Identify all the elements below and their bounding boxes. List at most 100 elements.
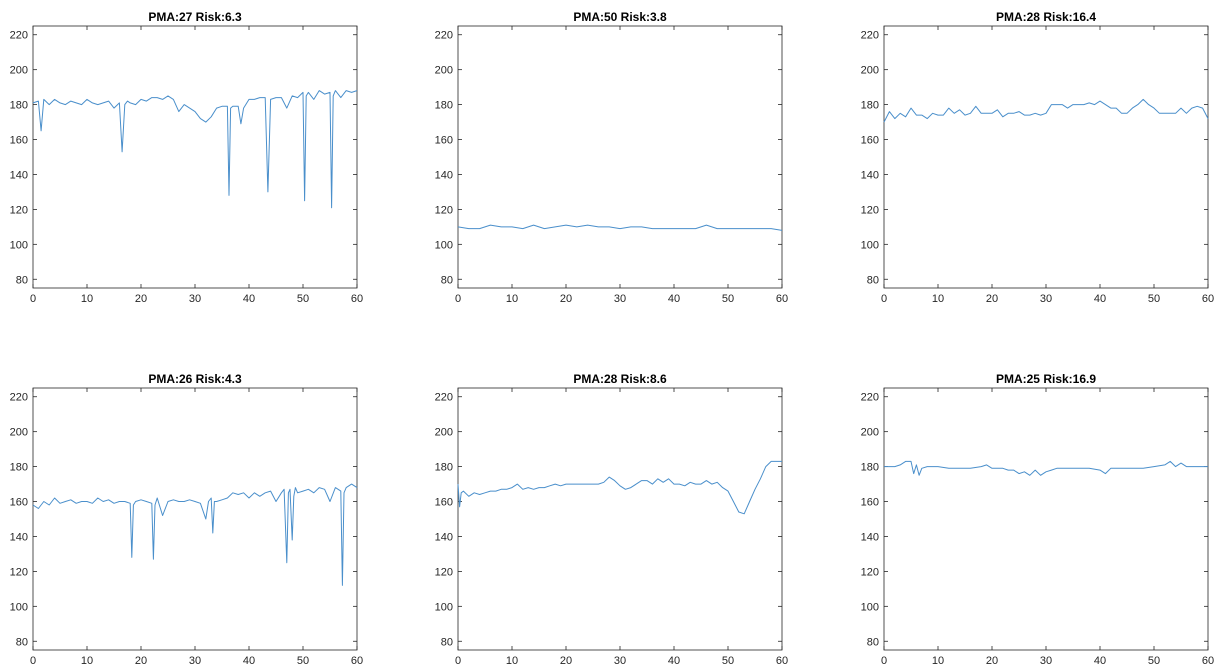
y-tick-label: 200	[435, 427, 453, 439]
y-tick-label: 80	[867, 274, 879, 286]
y-tick-label: 180	[10, 462, 28, 474]
y-tick-label: 220	[10, 30, 28, 42]
y-tick-label: 120	[861, 204, 879, 216]
y-tick-label: 160	[10, 135, 28, 147]
x-tick-label: 40	[668, 293, 680, 305]
series-line-1	[884, 460, 1208, 476]
x-tick-label: 60	[1202, 655, 1214, 667]
x-tick-label: 60	[1202, 293, 1214, 305]
y-tick-label: 200	[861, 427, 879, 439]
x-tick-label: 50	[1148, 655, 1160, 667]
x-tick-label: 10	[506, 293, 518, 305]
y-tick-label: 120	[435, 566, 453, 578]
x-tick-label: 50	[1148, 293, 1160, 305]
y-tick-label: 120	[10, 566, 28, 578]
x-tick-label: 10	[932, 655, 944, 667]
x-tick-label: 60	[351, 655, 363, 667]
y-tick-label: 100	[435, 239, 453, 251]
x-tick-label: 0	[30, 293, 36, 305]
subplot-5: PMA:28 Risk:8.6 80 100 120 140 160 180 200 220 0 1…	[435, 372, 788, 667]
x-tick-label: 20	[560, 655, 572, 667]
y-tick-label: 160	[435, 497, 453, 509]
y-tick-label: 180	[861, 100, 879, 112]
plot-area	[32, 25, 358, 289]
x-tick-label: 40	[1094, 293, 1106, 305]
y-tick-label: 160	[10, 497, 28, 509]
x-tick-label: 50	[722, 293, 734, 305]
y-tick-label: 100	[861, 601, 879, 613]
y-tick-label: 80	[16, 636, 28, 648]
y-tick-label: 120	[861, 566, 879, 578]
x-tick-label: 10	[81, 655, 93, 667]
plot-area	[457, 25, 783, 289]
series-line-1	[457, 460, 782, 515]
plot-title: PMA:25 Risk:16.9	[996, 372, 1096, 386]
plot-title: PMA:26 Risk:4.3	[148, 372, 242, 386]
y-tick-label: 140	[861, 169, 879, 181]
x-tick-label: 0	[30, 655, 36, 667]
x-tick-label: 20	[135, 293, 147, 305]
subplot-6: PMA:25 Risk:16.9 80 100 120 140 160 180 200 220 0…	[861, 372, 1214, 667]
y-tick-label: 200	[435, 65, 453, 77]
x-tick-label: 30	[1040, 293, 1052, 305]
x-tick-label: 0	[455, 655, 461, 667]
y-tick-label: 140	[435, 531, 453, 543]
x-tick-label: 0	[881, 293, 887, 305]
y-tick-label: 140	[435, 169, 453, 181]
y-tick-label: 180	[435, 462, 453, 474]
x-tick-label: 40	[243, 655, 255, 667]
x-tick-label: 50	[297, 293, 309, 305]
x-tick-label: 30	[1040, 655, 1052, 667]
x-tick-label: 20	[560, 293, 572, 305]
y-tick-label: 140	[10, 169, 28, 181]
x-tick-label: 20	[135, 655, 147, 667]
x-tick-label: 40	[1094, 655, 1106, 667]
y-tick-label: 200	[861, 65, 879, 77]
y-tick-label: 80	[867, 636, 879, 648]
plot-title: PMA:28 Risk:16.4	[996, 10, 1096, 24]
x-tick-label: 20	[986, 655, 998, 667]
x-tick-label: 40	[243, 293, 255, 305]
y-tick-label: 100	[10, 239, 28, 251]
y-tick-label: 220	[435, 392, 453, 404]
plot-title: PMA:28 Risk:8.6	[573, 372, 667, 386]
y-tick-label: 220	[861, 30, 879, 42]
x-tick-label: 0	[881, 655, 887, 667]
subplot-4: PMA:26 Risk:4.3 80 100 120 140 160 180 200 220 0 1…	[10, 372, 363, 667]
x-tick-label: 60	[776, 293, 788, 305]
x-tick-label: 60	[351, 293, 363, 305]
y-tick-label: 120	[10, 204, 28, 216]
x-tick-label: 10	[932, 293, 944, 305]
x-tick-label: 60	[776, 655, 788, 667]
y-tick-label: 200	[10, 427, 28, 439]
series-line-1	[32, 483, 358, 586]
x-tick-label: 50	[297, 655, 309, 667]
series-line-1	[883, 98, 1209, 123]
subplot-1: PMA:27 Risk:6.3 80 100 120 140 160 180 200 220 0 1…	[10, 10, 363, 305]
y-tick-label: 80	[441, 274, 453, 286]
y-tick-label: 140	[861, 531, 879, 543]
subplot-3: PMA:28 Risk:16.4 80 100 120 140 160 180 200 220 0…	[861, 10, 1214, 305]
plot-area	[883, 387, 1209, 651]
x-tick-label: 30	[189, 655, 201, 667]
plot-title: PMA:27 Risk:6.3	[148, 10, 242, 24]
subplot-2: PMA:50 Risk:3.8 80 100 120 140 160 180 200 220 0 1…	[435, 10, 788, 305]
x-tick-label: 0	[455, 293, 461, 305]
y-tick-label: 80	[16, 274, 28, 286]
y-tick-label: 180	[10, 100, 28, 112]
y-tick-label: 180	[861, 462, 879, 474]
plot-title: PMA:50 Risk:3.8	[573, 10, 667, 24]
series-line-1	[457, 224, 783, 231]
plot-area	[883, 25, 1209, 289]
y-tick-label: 160	[861, 135, 879, 147]
y-tick-label: 120	[435, 204, 453, 216]
y-tick-label: 200	[10, 65, 28, 77]
y-tick-label: 100	[10, 601, 28, 613]
y-tick-label: 80	[441, 636, 453, 648]
x-tick-label: 50	[722, 655, 734, 667]
y-tick-label: 100	[861, 239, 879, 251]
x-tick-label: 30	[614, 293, 626, 305]
plot-area	[457, 387, 783, 651]
